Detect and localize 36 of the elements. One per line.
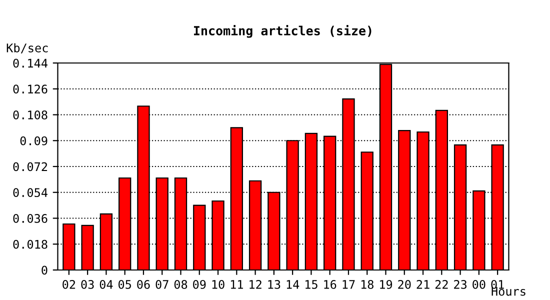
x-axis-title: Hours: [492, 286, 526, 296]
x-tick-label: 06: [137, 280, 150, 289]
x-tick-label: 00: [472, 280, 486, 289]
y-tick-label: 0.144: [13, 58, 48, 68]
x-tick-label: 07: [156, 280, 168, 289]
y-axis-title: Kb/sec: [6, 43, 48, 54]
x-tick-label: 13: [268, 280, 280, 289]
x-tick-label: 14: [286, 280, 300, 289]
x-tick-label: 17: [342, 280, 355, 289]
x-tick-label: 02: [62, 280, 76, 289]
x-tick-label: 20: [398, 280, 411, 289]
y-tick-label: 0.054: [13, 188, 48, 198]
chart-title: Incoming articles (size): [194, 25, 372, 38]
x-tick-label: 21: [416, 280, 430, 289]
y-tick-label: 0.108: [13, 110, 48, 120]
x-tick-label: 16: [324, 280, 336, 289]
x-tick-label: 23: [454, 280, 467, 289]
x-tick-label: 22: [435, 280, 448, 289]
x-tick-label: 12: [250, 280, 262, 289]
y-tick-label: 0: [42, 266, 48, 275]
x-tick-label: 18: [361, 280, 374, 289]
x-tick-label: 15: [306, 280, 318, 289]
x-tick-label: 10: [212, 280, 224, 289]
x-tick-label: 01: [491, 280, 504, 289]
x-tick-label: 04: [100, 280, 113, 289]
y-tick-label: 0.072: [13, 162, 48, 172]
x-tick-label: 11: [230, 280, 243, 289]
x-tick-label: 03: [81, 280, 94, 289]
x-tick-label: 19: [380, 280, 392, 289]
y-tick-label: 0.018: [13, 240, 48, 249]
x-tick-label: 09: [193, 280, 206, 289]
y-tick-label: 0.036: [13, 214, 48, 223]
x-tick-label: 08: [174, 280, 188, 289]
x-tick-label: 05: [118, 280, 132, 289]
y-tick-label: 0.126: [13, 84, 48, 94]
y-tick-label: 0.09: [20, 136, 48, 146]
